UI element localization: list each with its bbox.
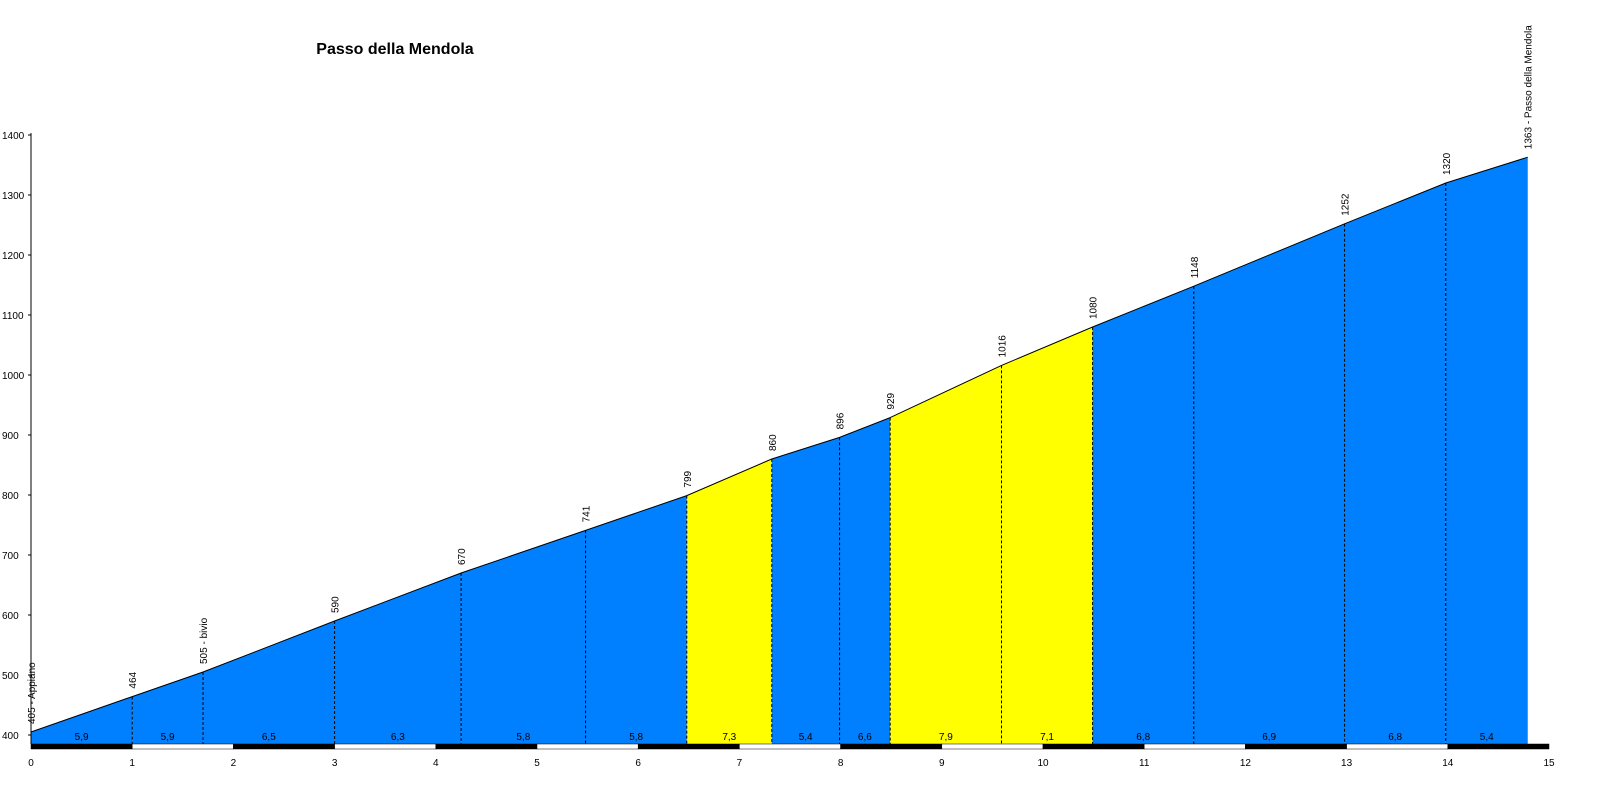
x-tick-label: 12 xyxy=(1240,758,1252,769)
km-bar xyxy=(1245,743,1347,750)
km-bar xyxy=(941,743,1044,750)
elevation-label: 505 - bivio xyxy=(199,617,210,664)
gradient-label: 5,4 xyxy=(799,732,813,743)
y-tick-label: 1100 xyxy=(2,311,24,322)
elevation-label: 464 xyxy=(128,671,139,688)
segment-area xyxy=(686,459,772,744)
segment-area xyxy=(203,621,335,744)
axes: 400 500 600 700 800 900 1000 1100 1200 1300 1400 0 1… xyxy=(2,131,1555,769)
x-tick-label: 6 xyxy=(635,758,641,769)
segment-area xyxy=(839,417,891,744)
km-bar xyxy=(334,743,437,750)
gradient-label: 6,8 xyxy=(1136,732,1150,743)
gradient-label: 6,6 xyxy=(858,732,872,743)
km-bar xyxy=(435,743,538,750)
x-tick-label: 13 xyxy=(1341,758,1353,769)
segment-area xyxy=(585,495,687,744)
segment-area xyxy=(1001,327,1093,744)
y-tick-label: 1200 xyxy=(2,251,25,262)
elevation-label: 1363 - Passo della Mendola xyxy=(1524,25,1535,149)
elevation-label: 405 - Appiano xyxy=(27,662,38,724)
x-tick-label: 2 xyxy=(231,758,237,769)
elevation-label: 1320 xyxy=(1442,152,1453,175)
elevation-label: 1080 xyxy=(1089,296,1100,319)
y-tick-label: 500 xyxy=(2,671,19,682)
segment-area xyxy=(461,530,586,744)
gradient-label: 7,9 xyxy=(939,732,953,743)
elevation-label: 590 xyxy=(331,596,342,613)
gradient-label: 5,8 xyxy=(629,732,643,743)
km-bar xyxy=(1042,743,1145,750)
chart-title: Passo della Mendola xyxy=(316,41,473,58)
km-bar xyxy=(536,743,639,750)
km-bar xyxy=(1447,743,1550,750)
gradient-label: 5,4 xyxy=(1480,732,1494,743)
elevation-label: 896 xyxy=(836,412,847,429)
km-bar xyxy=(840,743,943,750)
gradient-label: 5,9 xyxy=(75,732,89,743)
elevation-label: 741 xyxy=(582,505,593,522)
area-segments xyxy=(30,156,1528,745)
y-tick-label: 800 xyxy=(2,491,19,502)
x-tick-label: 10 xyxy=(1037,758,1049,769)
km-bar xyxy=(1143,743,1246,750)
segment-area xyxy=(1344,183,1446,744)
profile-line xyxy=(30,156,1528,733)
x-tick-label: 8 xyxy=(838,758,844,769)
y-tick-label: 400 xyxy=(2,731,19,742)
elevation-label: 1252 xyxy=(1341,193,1352,216)
segment-area xyxy=(1193,223,1345,745)
x-tick-label: 9 xyxy=(939,758,945,769)
gradient-label: 7,1 xyxy=(1040,732,1054,743)
km-bar xyxy=(131,743,234,750)
gradient-label: 6,8 xyxy=(1388,732,1402,743)
km-bar xyxy=(30,743,133,750)
x-tick-label: 11 xyxy=(1139,758,1150,769)
segment-dividers xyxy=(131,183,1447,744)
y-tick-label: 1000 xyxy=(2,371,25,382)
gradient-label: 5,8 xyxy=(516,732,530,743)
y-tick-label: 700 xyxy=(2,551,19,562)
segment-area xyxy=(132,672,204,744)
x-tick-label: 15 xyxy=(1543,758,1555,769)
km-bar xyxy=(739,743,841,750)
x-tick-label: 14 xyxy=(1442,758,1454,769)
y-tick-label: 900 xyxy=(2,431,19,442)
segment-area xyxy=(1445,157,1528,744)
segment-area xyxy=(771,437,840,744)
gradient-labels: 5,9 5,9 6,5 6,3 5,8 5,8 7,3 5,4 6,6 7,9 7,1 6,8 6,9 6… xyxy=(75,732,1495,743)
gradient-label: 5,9 xyxy=(161,732,175,743)
elevation-label: 860 xyxy=(768,434,779,451)
gradient-label: 6,9 xyxy=(1262,732,1276,743)
x-tick-label: 0 xyxy=(28,758,34,769)
x-tick-label: 5 xyxy=(534,758,540,769)
gradient-label: 6,5 xyxy=(262,732,276,743)
km-bar xyxy=(637,743,740,750)
segment-area xyxy=(31,696,133,744)
y-tick-label: 600 xyxy=(2,611,19,622)
gradient-label: 6,3 xyxy=(391,732,405,743)
x-tick-label: 3 xyxy=(332,758,338,769)
gradient-label: 7,3 xyxy=(722,732,736,743)
x-tick-label: 1 xyxy=(129,758,135,769)
x-tick-label: 4 xyxy=(433,758,439,769)
x-tick-label: 7 xyxy=(737,758,743,769)
y-tick-label: 1300 xyxy=(2,191,25,202)
segment-area xyxy=(890,365,1002,744)
segment-area xyxy=(1092,286,1194,744)
elevation-label: 929 xyxy=(886,392,897,409)
elevation-label: 1016 xyxy=(998,335,1009,358)
elevation-label: 1148 xyxy=(1190,256,1201,278)
elevation-label: 799 xyxy=(683,470,694,487)
km-bar xyxy=(1346,743,1449,750)
km-bar xyxy=(233,743,335,750)
segment-area xyxy=(334,573,462,744)
y-tick-label: 1400 xyxy=(2,131,25,142)
point-labels: 405 - Appiano 464 505 - bivio 590 670 741 799 8… xyxy=(27,25,1535,724)
elevation-label: 670 xyxy=(457,548,468,565)
